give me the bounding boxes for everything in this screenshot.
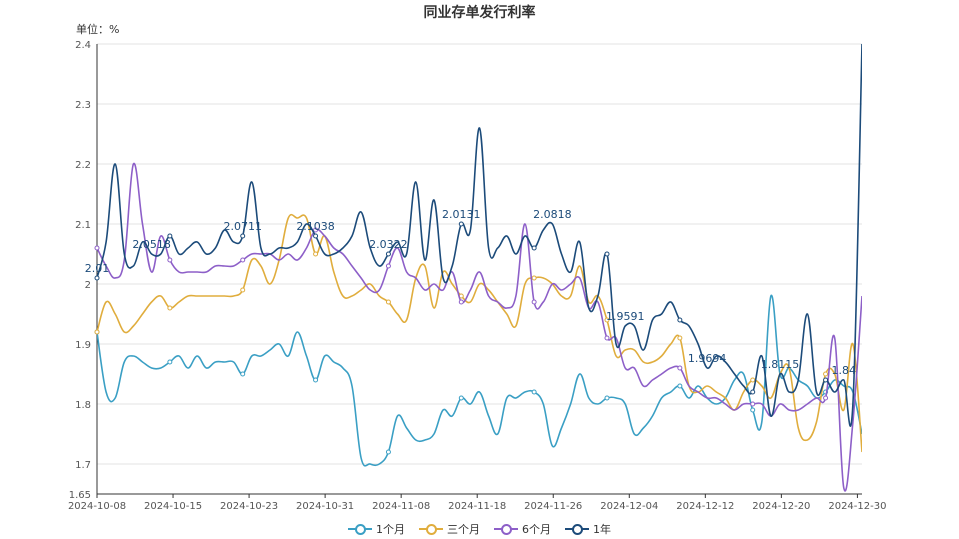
data-point: [385, 299, 391, 305]
series-line-3: [97, 43, 862, 427]
legend-label: 三个月: [447, 523, 480, 536]
y-tick-label: 2.3: [75, 100, 91, 111]
chart-title: 同业存单发行利率: [423, 5, 536, 21]
legend-item[interactable]: 1年: [565, 521, 611, 537]
data-point: [94, 245, 100, 251]
x-tick-label: 2024-12-20: [752, 501, 810, 512]
data-point: [531, 245, 537, 251]
data-point: [604, 395, 610, 401]
data-point: [240, 287, 246, 293]
data-label: 2.0711: [223, 220, 262, 233]
legend-label: 6个月: [522, 523, 551, 536]
legend-swatch: [419, 523, 443, 535]
data-point: [313, 377, 319, 383]
x-tick-label: 2024-10-31: [296, 501, 354, 512]
data-point: [94, 329, 100, 335]
x-tick-label: 2024-12-30: [828, 501, 886, 512]
data-point: [385, 263, 391, 269]
legend: 1个月 三个月 6个月 1年: [0, 521, 959, 537]
y-tick-label: 2.2: [75, 160, 91, 171]
x-tick-label: 2024-12-04: [600, 501, 658, 512]
line-chart: 1.65 1.7 1.8 1.9 2 2.1 2.2 2.3 2.4 2024-10-08 2024…: [68, 40, 887, 512]
y-tick-label: 1.8: [75, 400, 91, 411]
data-point: [385, 251, 391, 257]
data-point: [677, 335, 683, 341]
x-tick-label: 2024-10-15: [144, 501, 202, 512]
data-point: [750, 401, 756, 407]
y-tick-label: 2.1: [75, 220, 91, 231]
data-point: [823, 395, 829, 401]
data-point: [531, 299, 537, 305]
data-label: 2.0322: [369, 238, 408, 251]
data-point: [240, 233, 246, 239]
y-tick-label: 1.7: [75, 460, 91, 471]
data-label: 2.01: [85, 262, 110, 275]
data-point: [677, 383, 683, 389]
data-label: 1.84: [832, 364, 857, 377]
data-point: [677, 317, 683, 323]
data-point: [677, 365, 683, 371]
data-point: [167, 305, 173, 311]
data-point: [167, 359, 173, 365]
x-tick-label: 2024-11-08: [372, 501, 430, 512]
data-point: [750, 407, 756, 413]
data-label: 2.1038: [296, 220, 335, 233]
x-tick-label: 2024-10-08: [68, 501, 126, 512]
data-point: [167, 257, 173, 263]
x-tick-label: 2024-11-26: [524, 501, 582, 512]
data-label: 1.8115: [761, 358, 800, 371]
data-point: [313, 251, 319, 257]
data-label: 2.0131: [442, 208, 481, 221]
data-point: [240, 257, 246, 263]
data-point: [604, 317, 610, 323]
data-point: [458, 299, 464, 305]
y-tick-label: 2.4: [75, 40, 91, 51]
data-label: 1.9591: [606, 310, 645, 323]
series-line-0: [97, 294, 862, 467]
legend-swatch: [494, 523, 518, 535]
legend-swatch: [348, 523, 372, 535]
y-tick-label: 2: [85, 280, 91, 291]
data-point: [313, 227, 319, 233]
legend-label: 1年: [593, 523, 611, 536]
legend-label: 1个月: [376, 523, 405, 536]
x-tick-label: 2024-12-12: [676, 501, 734, 512]
data-point: [604, 251, 610, 257]
data-point: [313, 233, 319, 239]
data-point: [750, 389, 756, 395]
legend-swatch: [565, 523, 589, 535]
data-label: 1.9694: [688, 352, 727, 365]
legend-item[interactable]: 6个月: [494, 521, 551, 537]
data-point: [750, 377, 756, 383]
legend-item[interactable]: 1个月: [348, 521, 405, 537]
x-tick-label: 2024-10-23: [220, 501, 278, 512]
data-point: [531, 275, 537, 281]
data-label: 2.0518: [132, 238, 171, 251]
data-point: [531, 389, 537, 395]
data-point: [167, 233, 173, 239]
data-point: [240, 371, 246, 377]
unit-label: 单位：%: [76, 23, 120, 36]
data-point: [458, 395, 464, 401]
y-tick-label: 1.65: [69, 490, 91, 501]
data-point: [823, 377, 829, 383]
data-label: 2.0818: [533, 208, 572, 221]
series-line-2: [97, 162, 862, 492]
series-line-1: [97, 213, 862, 453]
x-tick-label: 2024-11-18: [448, 501, 506, 512]
data-point: [94, 275, 100, 281]
data-point: [823, 371, 829, 377]
y-tick-label: 1.9: [75, 340, 91, 351]
data-point: [604, 335, 610, 341]
data-point: [385, 449, 391, 455]
legend-item[interactable]: 三个月: [419, 521, 480, 537]
data-point: [458, 221, 464, 227]
